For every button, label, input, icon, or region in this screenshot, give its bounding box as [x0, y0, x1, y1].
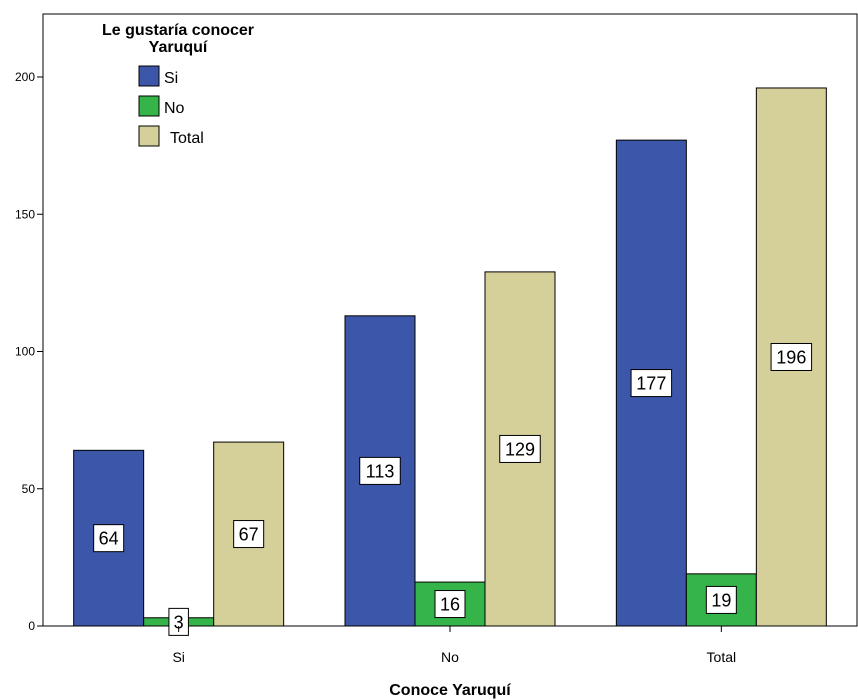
- plot-area: [42, 13, 858, 627]
- data-label: 196: [776, 347, 806, 367]
- data-label: 19: [711, 590, 731, 610]
- legend-swatch-total: [138, 125, 160, 147]
- data-label: 3: [174, 612, 184, 632]
- data-label: 129: [505, 439, 535, 459]
- y-tick-label: 50: [22, 482, 36, 496]
- data-label-box: [359, 456, 401, 485]
- legend-label-si: Si: [164, 70, 178, 87]
- x-axis: Si No Total: [172, 626, 736, 665]
- legend-swatch-no: [138, 95, 160, 117]
- data-label: 113: [366, 461, 395, 481]
- data-label: 64: [99, 529, 119, 549]
- y-tick-label: 200: [15, 70, 35, 84]
- y-tick-label: 150: [15, 207, 35, 221]
- legend-label-total: Total: [170, 130, 204, 147]
- data-label-box: [233, 520, 265, 549]
- x-tick-label: Total: [707, 649, 737, 665]
- data-label-box: [93, 524, 125, 553]
- data-label-box: [168, 607, 189, 636]
- legend: Le gustaría conocer Yaruquí Si No Total: [102, 22, 254, 147]
- y-axis: 0 50 100 150 200: [15, 70, 43, 633]
- legend-swatch-si: [138, 65, 160, 87]
- legend-title-line-1: Le gustaría conocer: [102, 22, 254, 39]
- x-axis-title: Conoce Yaruquí: [389, 682, 511, 699]
- x-tick-label: No: [441, 649, 459, 665]
- x-tick-label: Si: [172, 649, 184, 665]
- bars-group: 64 3 67 113 16 129 177 19 196: [73, 87, 827, 636]
- data-label-box: [705, 585, 737, 614]
- data-label-box: [499, 434, 541, 463]
- data-label: 177: [636, 374, 666, 394]
- legend-title-line-2: Yaruquí: [149, 39, 208, 56]
- data-label-box: [630, 369, 673, 398]
- legend-label-no: No: [164, 100, 185, 117]
- y-tick-label: 100: [15, 345, 35, 359]
- data-label-box: [434, 590, 466, 619]
- data-label: 67: [239, 525, 259, 545]
- y-tick-label: 0: [28, 619, 35, 633]
- data-label: 16: [440, 595, 460, 615]
- data-label-box: [770, 342, 813, 371]
